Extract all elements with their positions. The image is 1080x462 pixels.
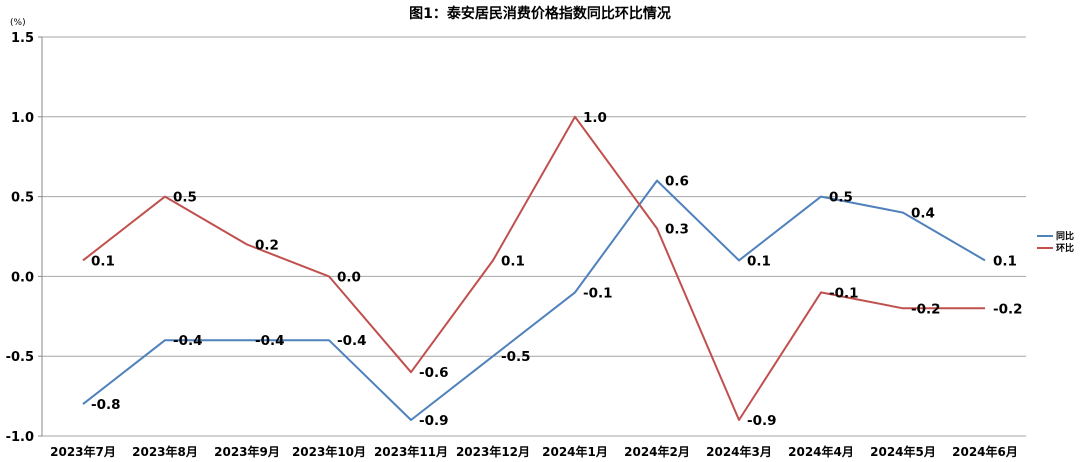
x-tick-label: 2024年4月: [788, 444, 854, 459]
axes: 1.5 1.0 0.5 0.0 -0.5 -1.0 2023年7月 2023年8月 2023年9…: [6, 31, 1018, 459]
data-label: -0.2: [993, 301, 1023, 317]
x-tick-label: 2024年6月: [952, 444, 1018, 459]
data-label: -0.1: [583, 285, 613, 301]
legend: 同比环比: [1037, 230, 1074, 254]
y-tick-label: 1.5: [11, 31, 34, 46]
x-tick-label: 2023年11月: [374, 444, 448, 459]
data-label: -0.9: [747, 413, 777, 429]
y-tick-label: 0.0: [11, 270, 34, 285]
data-label: 0.1: [501, 253, 525, 269]
data-label: 0.5: [829, 190, 853, 206]
data-labels: -0.8 -0.4 -0.4 -0.4 -0.9 -0.5 -0.1 0.6 0.1 0.5 0.4…: [91, 110, 1023, 429]
x-tick-label: 2024年3月: [706, 444, 772, 459]
data-label: -0.4: [337, 333, 367, 349]
data-label: 0.0: [337, 269, 361, 285]
data-label: 0.1: [993, 253, 1017, 269]
data-label: -0.2: [911, 301, 941, 317]
x-tick-label: 2023年12月: [456, 444, 530, 459]
y-tick-label: -1.0: [6, 430, 34, 445]
data-label: 0.2: [255, 237, 279, 253]
data-label: -0.6: [419, 365, 449, 381]
data-label: 0.1: [747, 253, 771, 269]
y-tick-label: 0.5: [11, 191, 34, 206]
x-tick-label: 2023年7月: [50, 444, 116, 459]
data-label: -0.5: [501, 349, 531, 365]
x-tick-label: 2024年5月: [870, 444, 936, 459]
data-label: -0.4: [255, 333, 285, 349]
x-tick-label: 2023年8月: [132, 444, 198, 459]
series-lines: [82, 115, 986, 421]
chart-title: 图1：泰安居民消费价格指数同比环比情况: [409, 5, 671, 22]
data-label: 0.5: [173, 190, 197, 206]
data-label: 1.0: [583, 110, 607, 126]
x-tick-label: 2024年1月: [542, 444, 608, 459]
y-axis-unit: (%): [10, 18, 26, 28]
y-tick-label: -0.5: [6, 350, 34, 365]
y-tick-label: 1.0: [11, 111, 34, 126]
data-label: -0.1: [829, 285, 859, 301]
data-label: 0.4: [911, 206, 935, 222]
x-tick-label: 2023年9月: [214, 444, 280, 459]
data-label: 0.1: [91, 253, 115, 269]
gridlines: [42, 36, 1026, 437]
legend-label: 同比: [1056, 230, 1074, 242]
data-label: -0.9: [419, 413, 449, 429]
series-line: [82, 179, 986, 421]
data-label: 0.6: [665, 174, 689, 190]
series-line: [82, 115, 985, 421]
data-label: -0.4: [173, 333, 203, 349]
x-tick-label: 2024年2月: [624, 444, 690, 459]
data-label: -0.8: [91, 397, 121, 413]
legend-label: 环比: [1056, 242, 1074, 254]
x-tick-label: 2023年10月: [292, 444, 366, 459]
data-label: 0.3: [665, 222, 689, 238]
